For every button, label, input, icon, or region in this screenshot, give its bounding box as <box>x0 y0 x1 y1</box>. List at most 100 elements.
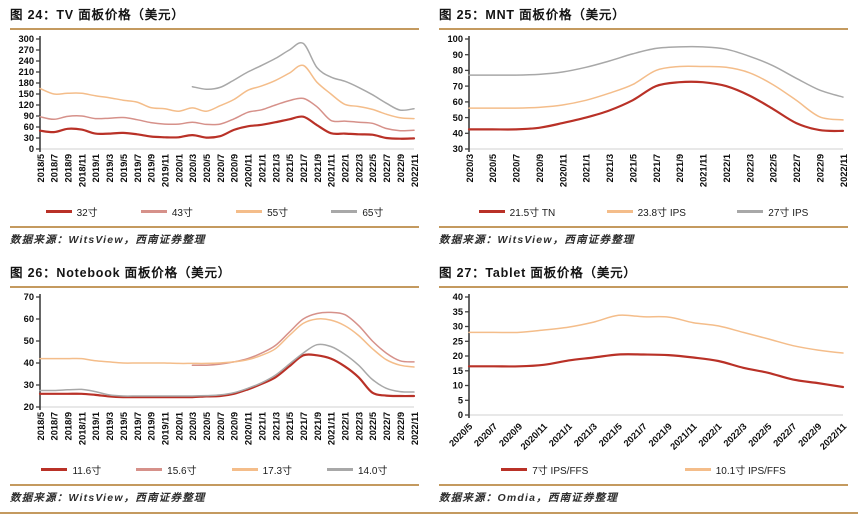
svg-text:2019/9: 2019/9 <box>147 154 157 182</box>
svg-text:150: 150 <box>18 89 34 99</box>
svg-text:2021/7: 2021/7 <box>299 154 309 182</box>
legend-item: 23.8寸 IPS <box>606 204 686 219</box>
svg-text:20: 20 <box>24 402 34 412</box>
svg-text:2022/1: 2022/1 <box>722 154 732 182</box>
legend-line-swatch <box>606 210 633 213</box>
svg-text:2018/7: 2018/7 <box>50 412 60 440</box>
legend-line-swatch <box>327 468 353 471</box>
notebook-chart-legend: 11.6寸 15.6寸 17.3寸 14.0寸 <box>10 462 419 477</box>
legend-line-swatch <box>737 210 764 213</box>
svg-text:2019/1: 2019/1 <box>91 154 101 182</box>
svg-text:300: 300 <box>18 34 34 44</box>
svg-text:270: 270 <box>18 45 34 55</box>
svg-text:2020/11: 2020/11 <box>519 421 549 451</box>
svg-text:30: 30 <box>453 144 463 154</box>
svg-text:2021/3: 2021/3 <box>271 412 281 440</box>
svg-text:2020/7: 2020/7 <box>216 412 226 440</box>
title-divider <box>10 28 419 30</box>
legend-line-swatch <box>136 468 163 471</box>
svg-text:2022/9: 2022/9 <box>815 154 825 182</box>
svg-text:2022/3: 2022/3 <box>722 421 749 448</box>
source-divider <box>439 226 848 228</box>
svg-text:20: 20 <box>453 351 463 361</box>
title-divider <box>439 28 848 30</box>
svg-text:2022/7: 2022/7 <box>771 421 798 448</box>
svg-text:10: 10 <box>453 381 463 391</box>
panel-figure-26-notebook: 图 26：Notebook 面板价格（美元） 20 30 40 50 60 70 2018/… <box>0 258 429 515</box>
svg-text:2020/7: 2020/7 <box>216 154 226 182</box>
legend-item: 43寸 <box>140 204 193 219</box>
svg-text:2020/9: 2020/9 <box>230 412 240 440</box>
svg-text:70: 70 <box>453 81 463 91</box>
source-divider <box>10 226 419 228</box>
svg-text:2021/9: 2021/9 <box>675 154 685 182</box>
svg-text:2022/11: 2022/11 <box>839 154 848 187</box>
svg-text:2020/3: 2020/3 <box>188 154 198 182</box>
svg-text:2021/7: 2021/7 <box>299 412 309 440</box>
svg-text:2019/5: 2019/5 <box>119 412 129 440</box>
legend-item: 15.6寸 <box>136 462 197 477</box>
svg-text:2021/9: 2021/9 <box>313 412 323 440</box>
legend-item: 10.1寸 IPS/FFS <box>684 462 786 477</box>
svg-text:2019/1: 2019/1 <box>91 412 101 440</box>
svg-text:2019/11: 2019/11 <box>161 154 171 187</box>
svg-text:2022/5: 2022/5 <box>368 154 378 182</box>
svg-text:2019/5: 2019/5 <box>119 154 129 182</box>
svg-text:240: 240 <box>18 56 34 66</box>
svg-text:120: 120 <box>18 100 34 110</box>
svg-text:2020/5: 2020/5 <box>447 421 474 448</box>
legend-label: 21.5寸 TN <box>509 208 556 219</box>
svg-text:60: 60 <box>24 314 34 324</box>
svg-text:40: 40 <box>453 292 463 302</box>
svg-text:2021/5: 2021/5 <box>285 412 295 440</box>
legend-item: 11.6寸 <box>41 462 101 477</box>
svg-text:2019/7: 2019/7 <box>133 412 143 440</box>
svg-text:2021/7: 2021/7 <box>622 421 649 448</box>
svg-text:0: 0 <box>458 410 463 420</box>
svg-text:2022/5: 2022/5 <box>769 154 779 182</box>
svg-text:2018/7: 2018/7 <box>50 154 60 182</box>
svg-text:2021/1: 2021/1 <box>257 412 267 440</box>
svg-text:2021/1: 2021/1 <box>547 421 574 448</box>
svg-text:40: 40 <box>453 129 463 139</box>
svg-text:40: 40 <box>24 358 34 368</box>
svg-text:2022/11: 2022/11 <box>818 421 848 451</box>
svg-text:2019/3: 2019/3 <box>105 412 115 440</box>
legend-label: 27寸 IPS <box>768 208 809 219</box>
svg-text:2018/9: 2018/9 <box>64 412 74 440</box>
svg-text:2022/1: 2022/1 <box>341 154 351 182</box>
svg-text:2020/11: 2020/11 <box>244 412 254 445</box>
mnt-chart-legend: 21.5寸 TN 23.8寸 IPS 27寸 IPS <box>439 204 848 219</box>
svg-text:2019/7: 2019/7 <box>133 154 143 182</box>
svg-text:2022/3: 2022/3 <box>745 154 755 182</box>
legend-label: 32寸 <box>76 208 98 219</box>
svg-text:35: 35 <box>453 307 463 317</box>
svg-text:90: 90 <box>24 111 34 121</box>
svg-text:2020/3: 2020/3 <box>465 154 475 182</box>
legend-label: 7寸 IPS/FFS <box>532 466 589 477</box>
svg-text:100: 100 <box>447 34 463 44</box>
svg-text:2019/9: 2019/9 <box>147 412 157 440</box>
source-divider <box>439 484 848 486</box>
svg-text:2021/11: 2021/11 <box>699 154 709 187</box>
svg-text:60: 60 <box>453 97 463 107</box>
tablet-chart-legend: 7寸 IPS/FFS 10.1寸 IPS/FFS <box>439 462 848 477</box>
source-divider <box>10 484 419 486</box>
legend-item: 17.3寸 <box>231 462 292 477</box>
figure-27-source: 数据来源：Omdia，西南证券整理 <box>439 492 619 504</box>
svg-text:5: 5 <box>458 396 463 406</box>
legend-item: 55寸 <box>236 204 288 219</box>
svg-text:2021/3: 2021/3 <box>605 154 615 182</box>
svg-text:2021/5: 2021/5 <box>597 421 624 448</box>
title-divider <box>439 286 848 288</box>
svg-text:2021/3: 2021/3 <box>572 421 599 448</box>
svg-text:0: 0 <box>29 144 34 154</box>
svg-text:2020/1: 2020/1 <box>174 412 184 440</box>
legend-item: 14.0寸 <box>327 462 387 477</box>
legend-label: 15.6寸 <box>167 466 197 477</box>
svg-text:2022/9: 2022/9 <box>396 412 406 440</box>
panel-figure-25-mnt: 图 25：MNT 面板价格（美元） 30 40 50 60 70 80 90 100 2020/… <box>429 0 858 258</box>
svg-text:2021/9: 2021/9 <box>313 154 323 182</box>
